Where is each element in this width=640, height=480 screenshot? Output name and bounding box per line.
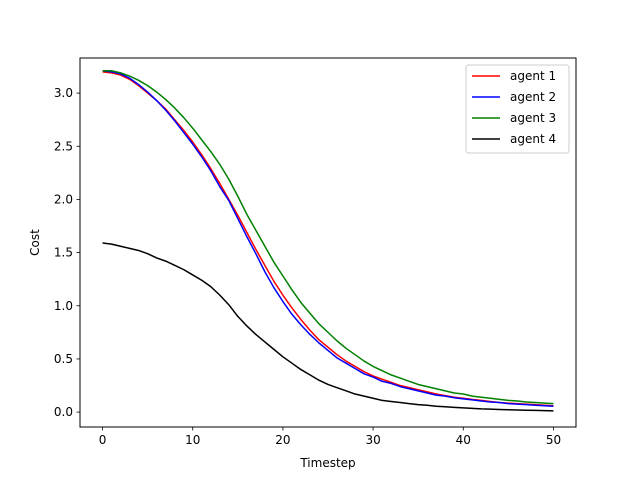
x-tick-label: 30 — [365, 433, 380, 447]
legend-box — [465, 64, 570, 154]
legend-label: agent 1 — [510, 69, 556, 83]
series-line-2 — [102, 70, 554, 408]
y-tick-label: 3.0 — [54, 86, 73, 100]
y-tick-label: 2.0 — [54, 192, 73, 206]
legend: agent 1 agent 2 agent 3 agent 4 — [465, 64, 570, 154]
x-axis-ticks: 0 10 20 30 40 50 — [99, 427, 561, 447]
y-tick-label: 1.0 — [54, 299, 73, 313]
legend-label: agent 3 — [510, 111, 556, 125]
x-tick-label: 50 — [546, 433, 561, 447]
series-line-3 — [102, 70, 554, 405]
axes-frame — [79, 57, 577, 428]
legend-label: agent 4 — [510, 132, 556, 146]
x-axis-label: Timestep — [299, 456, 355, 470]
x-tick-label: 20 — [275, 433, 290, 447]
series-line-4 — [102, 242, 554, 412]
y-axis-ticks: 0.0 0.5 1.0 1.5 2.0 2.5 3.0 — [54, 86, 80, 419]
y-tick-label: 0.0 — [54, 405, 73, 419]
plot-lines — [102, 70, 554, 412]
y-tick-label: 0.5 — [54, 352, 73, 366]
y-tick-label: 1.5 — [54, 246, 73, 260]
x-tick-label: 0 — [99, 433, 107, 447]
legend-label: agent 2 — [510, 90, 556, 104]
x-tick-label: 10 — [185, 433, 200, 447]
x-tick-label: 40 — [456, 433, 471, 447]
y-axis-label: Cost — [28, 229, 42, 256]
y-tick-label: 2.5 — [54, 139, 73, 153]
